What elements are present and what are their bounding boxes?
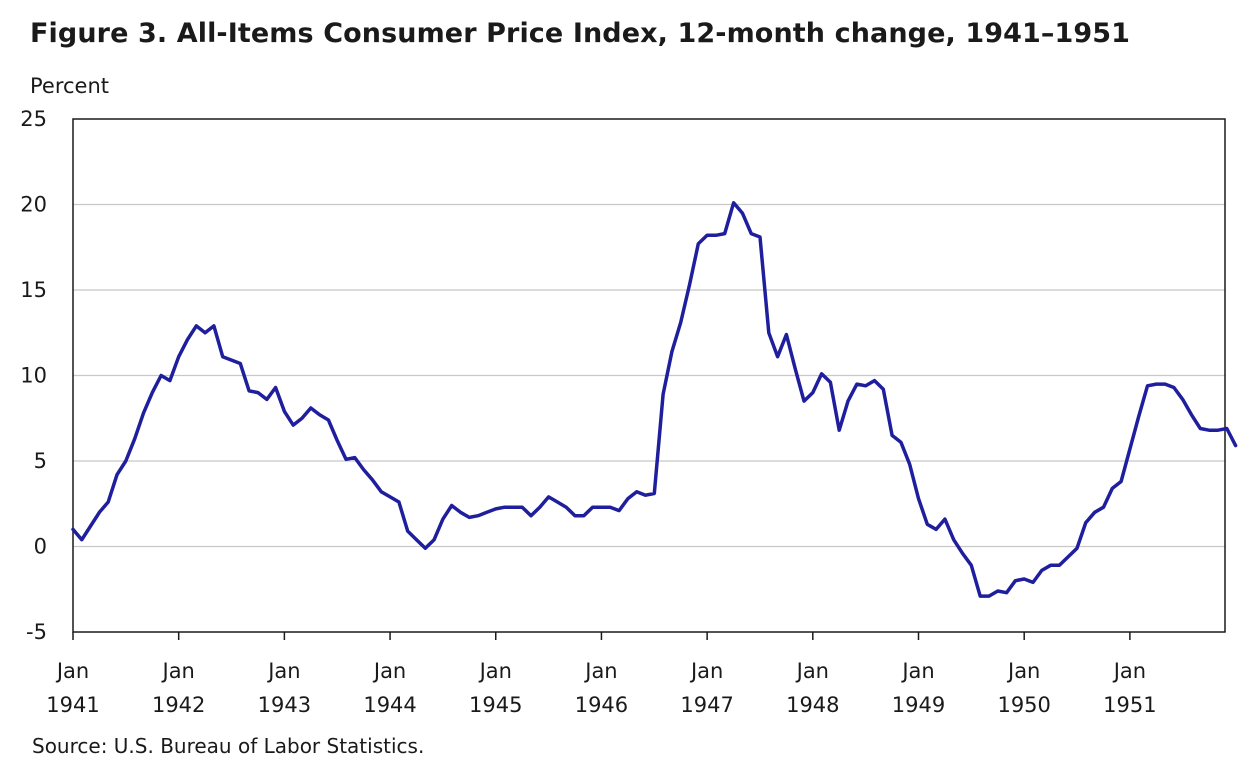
x-tick-label-month: Jan (372, 659, 406, 683)
source-note: Source: U.S. Bureau of Labor Statistics. (32, 734, 425, 758)
x-tick-label-month: Jan (478, 659, 512, 683)
y-tick-label: 10 (20, 364, 47, 388)
series-line (71, 201, 1238, 598)
y-axis-ticks: -5 0 5 10 15 20 25 (20, 107, 47, 644)
gridlines (73, 203, 1225, 548)
y-tick-label: 20 (20, 193, 47, 217)
y-tick-label: 15 (20, 278, 47, 302)
x-tick-label-year: 1944 (363, 693, 416, 717)
x-tick-label-year: 1947 (680, 693, 733, 717)
x-tick-label-month: Jan (795, 659, 829, 683)
x-tick-label-year: 1943 (258, 693, 311, 717)
x-tick-label-year: 1942 (152, 693, 205, 717)
x-tick-label-month: Jan (583, 659, 617, 683)
x-tick-label-year: 1951 (1103, 693, 1156, 717)
x-tick-label-year: 1945 (469, 693, 522, 717)
y-tick-label: 0 (34, 535, 47, 559)
chart-title: Figure 3. All-Items Consumer Price Index… (30, 18, 1131, 49)
x-tick-label-month: Jan (1006, 659, 1040, 683)
x-axis-ticks: Jan 1941 Jan 1942 Jan 1943 Jan 1944 Jan 1945 Jan 19… (46, 632, 1157, 717)
x-tick-label-month: Jan (689, 659, 723, 683)
plot-frame (72, 118, 1226, 633)
x-tick-label-month: Jan (266, 659, 300, 683)
x-tick-label-year: 1941 (46, 693, 99, 717)
y-tick-label: 5 (34, 449, 47, 473)
x-tick-label-year: 1948 (786, 693, 839, 717)
x-tick-label-year: 1946 (575, 693, 628, 717)
x-tick-label-month: Jan (161, 659, 195, 683)
x-tick-label-month: Jan (900, 659, 934, 683)
series-group (71, 201, 1238, 598)
y-axis-label: Percent (30, 74, 110, 98)
y-tick-label: -5 (26, 620, 47, 644)
x-tick-label-month: Jan (1112, 659, 1146, 683)
x-tick-label-month: Jan (55, 659, 89, 683)
y-tick-label: 25 (20, 107, 47, 131)
x-tick-label-year: 1949 (892, 693, 945, 717)
x-tick-label-year: 1950 (997, 693, 1050, 717)
